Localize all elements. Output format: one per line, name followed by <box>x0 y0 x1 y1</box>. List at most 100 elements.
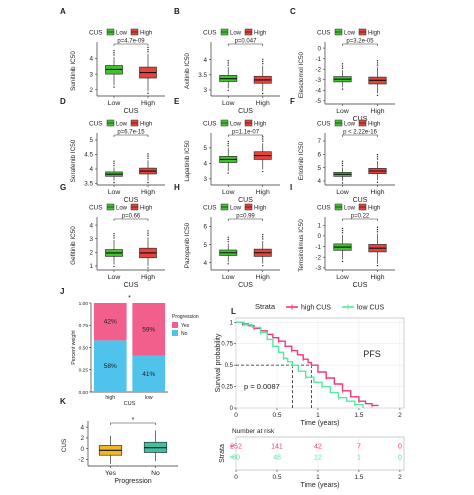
x-tick-label: low <box>145 395 153 401</box>
y-tick-label: 0.25 <box>79 368 89 374</box>
box-outlier <box>376 156 379 158</box>
box-outlier <box>227 60 229 62</box>
x-axis-label: CUS <box>124 282 139 289</box>
box-outlier <box>113 52 115 54</box>
box-outlier <box>147 267 149 269</box>
y-axis-label: Pazopanib IC50 <box>184 222 191 268</box>
box-outlier <box>113 237 115 239</box>
x-axis-label: CUS <box>124 108 139 115</box>
box-outlier <box>341 182 344 184</box>
legend-label: Low <box>230 30 242 36</box>
x-axis-label: CUS <box>124 197 139 204</box>
risk-table-value: 80 <box>232 455 240 462</box>
y-axis-label: CUS <box>61 439 68 453</box>
x-tick-label: 1 <box>316 474 320 481</box>
risk-table-value: 12 <box>314 455 322 462</box>
y-axis-label: Survival probability <box>215 333 222 392</box>
box-outlier <box>147 92 149 95</box>
risk-table-value: 48 <box>273 455 281 462</box>
y-tick-label: 4 <box>203 161 207 168</box>
x-axis-label: CUS <box>124 401 136 407</box>
y-tick-label: 3.5 <box>84 181 93 188</box>
panel-letter: D <box>60 97 66 106</box>
box-outlier <box>341 164 344 167</box>
risk-table-value: 42 <box>314 444 322 451</box>
x-tick-label: high <box>105 395 115 401</box>
legend-label: High <box>254 30 266 36</box>
box-outlier <box>262 233 264 236</box>
box-outlier <box>147 155 149 157</box>
x-tick-label: High <box>371 108 385 115</box>
box-outlier <box>376 158 379 160</box>
box-outlier <box>341 67 344 69</box>
box-outlier <box>262 62 264 65</box>
box-outlier <box>113 164 115 167</box>
legend-title: CUS <box>89 121 103 128</box>
y-axis-label: Axitinib IC50 <box>184 53 191 89</box>
y-tick-label: 0 <box>317 233 321 240</box>
box-outlier <box>262 138 264 140</box>
y-tick-label: 3 <box>89 236 93 243</box>
box-outlier <box>262 58 264 60</box>
y-tick-label: 5 <box>89 137 93 144</box>
p-value: p=0.66 <box>122 214 141 220</box>
x-tick-label: 0 <box>234 412 238 419</box>
risk-table-value: 7 <box>357 444 361 451</box>
legend-label: High <box>140 205 152 211</box>
box-outlier <box>227 240 229 243</box>
p-value: p=0.99 <box>236 214 255 220</box>
box-outlier <box>341 63 344 65</box>
x-axis-label: Time (years) <box>300 420 339 427</box>
legend-label: Low <box>344 121 356 127</box>
legend-title: CUS <box>317 30 331 37</box>
x-tick-label: No <box>151 470 160 477</box>
box-outlier <box>262 92 264 95</box>
x-axis-label: CUS <box>353 197 368 204</box>
y-axis-label: Sorafenib IC50 <box>70 139 77 182</box>
y-tick-label: 3.5 <box>198 72 207 79</box>
x-axis-label: CUS <box>238 282 253 289</box>
y-tick-label: 0.25 <box>221 385 233 391</box>
significance-mark: * <box>128 295 131 302</box>
bar-segment-no <box>93 340 127 392</box>
y-tick-label: 7 <box>317 138 321 145</box>
box-outlier <box>376 59 379 62</box>
box-outlier <box>262 60 264 63</box>
risk-table-value: 0 <box>398 455 402 462</box>
significance-mark: * <box>132 417 135 424</box>
box-outlier <box>147 157 149 159</box>
box-outlier <box>147 46 149 49</box>
legend-label: Low <box>344 205 356 211</box>
x-tick-label: High <box>141 274 155 281</box>
panel-letter: A <box>60 7 66 16</box>
x-tick-label: High <box>141 100 155 107</box>
bar-segment-yes <box>93 303 127 341</box>
y-axis-label: Temsirolimus IC50 <box>298 219 305 272</box>
y-tick-label: 3 <box>89 71 93 78</box>
panel-letter: C <box>290 7 296 16</box>
legend-label: High <box>368 205 380 211</box>
box-outlier <box>341 162 344 165</box>
bar-data-label: 59% <box>142 326 155 333</box>
p-value: p=1.1e-07 <box>232 130 260 136</box>
p-value: p=3.2e-05 <box>346 39 374 45</box>
box-outlier <box>227 140 229 143</box>
box-outlier <box>227 145 229 147</box>
risk-table-title: Number at risk <box>232 428 275 435</box>
y-tick-label: -2 <box>315 254 321 261</box>
x-tick-label: High <box>371 274 385 281</box>
box-outlier <box>113 235 115 237</box>
x-tick-label: 1 <box>316 412 320 419</box>
y-axis-label: Erlotinib IC50 <box>298 141 305 180</box>
x-tick-label: Low <box>108 189 121 196</box>
x-tick-label: 0 <box>234 474 238 481</box>
legend-label: High <box>254 121 266 127</box>
y-tick-label: 5 <box>317 165 321 172</box>
y-tick-label: -3 <box>315 77 321 84</box>
